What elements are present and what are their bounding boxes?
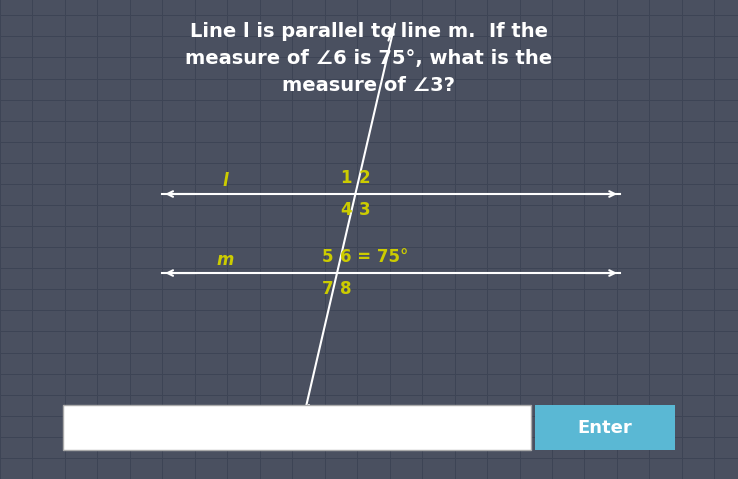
Text: 2: 2 <box>359 169 370 187</box>
Text: 7: 7 <box>322 280 334 298</box>
Text: measure of ∠6 is 75°, what is the: measure of ∠6 is 75°, what is the <box>185 49 553 68</box>
Text: 4: 4 <box>340 201 352 219</box>
Text: 1: 1 <box>340 169 352 187</box>
Text: measure of ∠3?: measure of ∠3? <box>283 76 455 95</box>
Text: l: l <box>222 172 228 191</box>
Text: 3: 3 <box>359 201 370 219</box>
Text: Enter: Enter <box>578 419 632 436</box>
Text: m: m <box>216 251 234 269</box>
Text: 6 = 75°: 6 = 75° <box>340 248 409 266</box>
Text: Line l is parallel to line m.  If the: Line l is parallel to line m. If the <box>190 22 548 41</box>
Bar <box>535 405 675 450</box>
Text: 8: 8 <box>340 280 352 298</box>
Bar <box>63 405 531 450</box>
Text: 5: 5 <box>323 248 334 266</box>
